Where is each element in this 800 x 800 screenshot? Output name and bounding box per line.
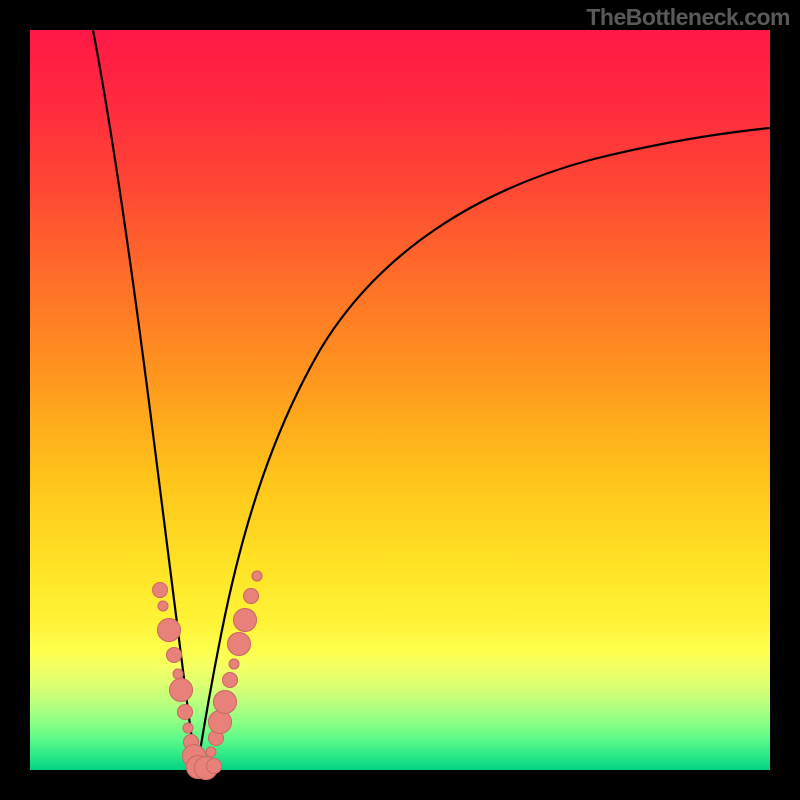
curve-marker: [252, 571, 263, 582]
curve-marker: [229, 659, 240, 670]
curve-marker: [166, 647, 182, 663]
curve-marker: [227, 632, 251, 656]
markers-layer: [30, 30, 770, 770]
curve-marker: [183, 723, 194, 734]
plot-area: [30, 30, 770, 770]
curve-marker: [208, 710, 232, 734]
curve-marker: [213, 690, 237, 714]
curve-marker: [233, 608, 257, 632]
curve-marker: [169, 678, 193, 702]
curve-marker: [157, 618, 181, 642]
curve-marker: [177, 704, 193, 720]
curve-marker: [158, 601, 169, 612]
curve-marker: [222, 672, 238, 688]
curve-marker: [152, 582, 168, 598]
curve-marker: [206, 758, 222, 774]
curve-marker: [206, 747, 217, 758]
watermark-text: TheBottleneck.com: [586, 4, 790, 31]
curve-marker: [243, 588, 259, 604]
